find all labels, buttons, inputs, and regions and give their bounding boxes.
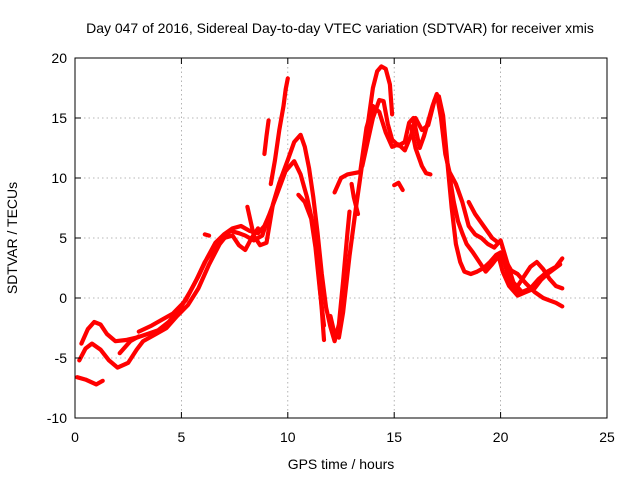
x-tick-label: 10 — [280, 429, 296, 445]
y-axis-label: SDTVAR / TECUs — [4, 182, 20, 294]
x-axis-label: GPS time / hours — [288, 456, 395, 472]
x-tick-label: 20 — [493, 429, 509, 445]
series-track-18 — [466, 199, 501, 245]
series-track-10 — [296, 192, 327, 328]
series-track-8 — [262, 118, 271, 157]
y-tick-label: -5 — [55, 350, 68, 366]
series-track-5 — [136, 226, 261, 334]
y-tick-label: -10 — [47, 410, 67, 426]
series-track-14 — [349, 181, 361, 217]
series-track-15 — [392, 180, 405, 193]
x-tick-label: 5 — [178, 429, 186, 445]
grid-lines — [75, 58, 607, 418]
axis-ticks: 0 5 10 15 20 25 -10 -5 0 5 10 15 20 — [47, 50, 615, 445]
x-tick-label: 25 — [599, 429, 615, 445]
series-track-7 — [245, 132, 352, 344]
series-track-6 — [202, 232, 212, 238]
series-track-16 — [409, 124, 433, 177]
y-tick-label: 5 — [59, 230, 67, 246]
y-tick-label: 10 — [51, 170, 67, 186]
y-tick-label: 20 — [51, 50, 67, 66]
series-track-20 — [515, 259, 565, 291]
y-tick-label: 15 — [51, 110, 67, 126]
y-tick-label: 0 — [59, 290, 67, 306]
series-track-17 — [447, 173, 563, 298]
series-track-13 — [360, 91, 565, 295]
x-tick-label: 15 — [386, 429, 402, 445]
series-track-19 — [502, 257, 565, 309]
series-track-9 — [268, 76, 290, 187]
data-series — [75, 64, 565, 387]
series-track-1 — [75, 375, 105, 387]
series-track-4 — [117, 334, 141, 356]
x-tick-label: 0 — [71, 429, 79, 445]
chart-title: Day 047 of 2016, Sidereal Day-to-day VTE… — [86, 20, 594, 36]
